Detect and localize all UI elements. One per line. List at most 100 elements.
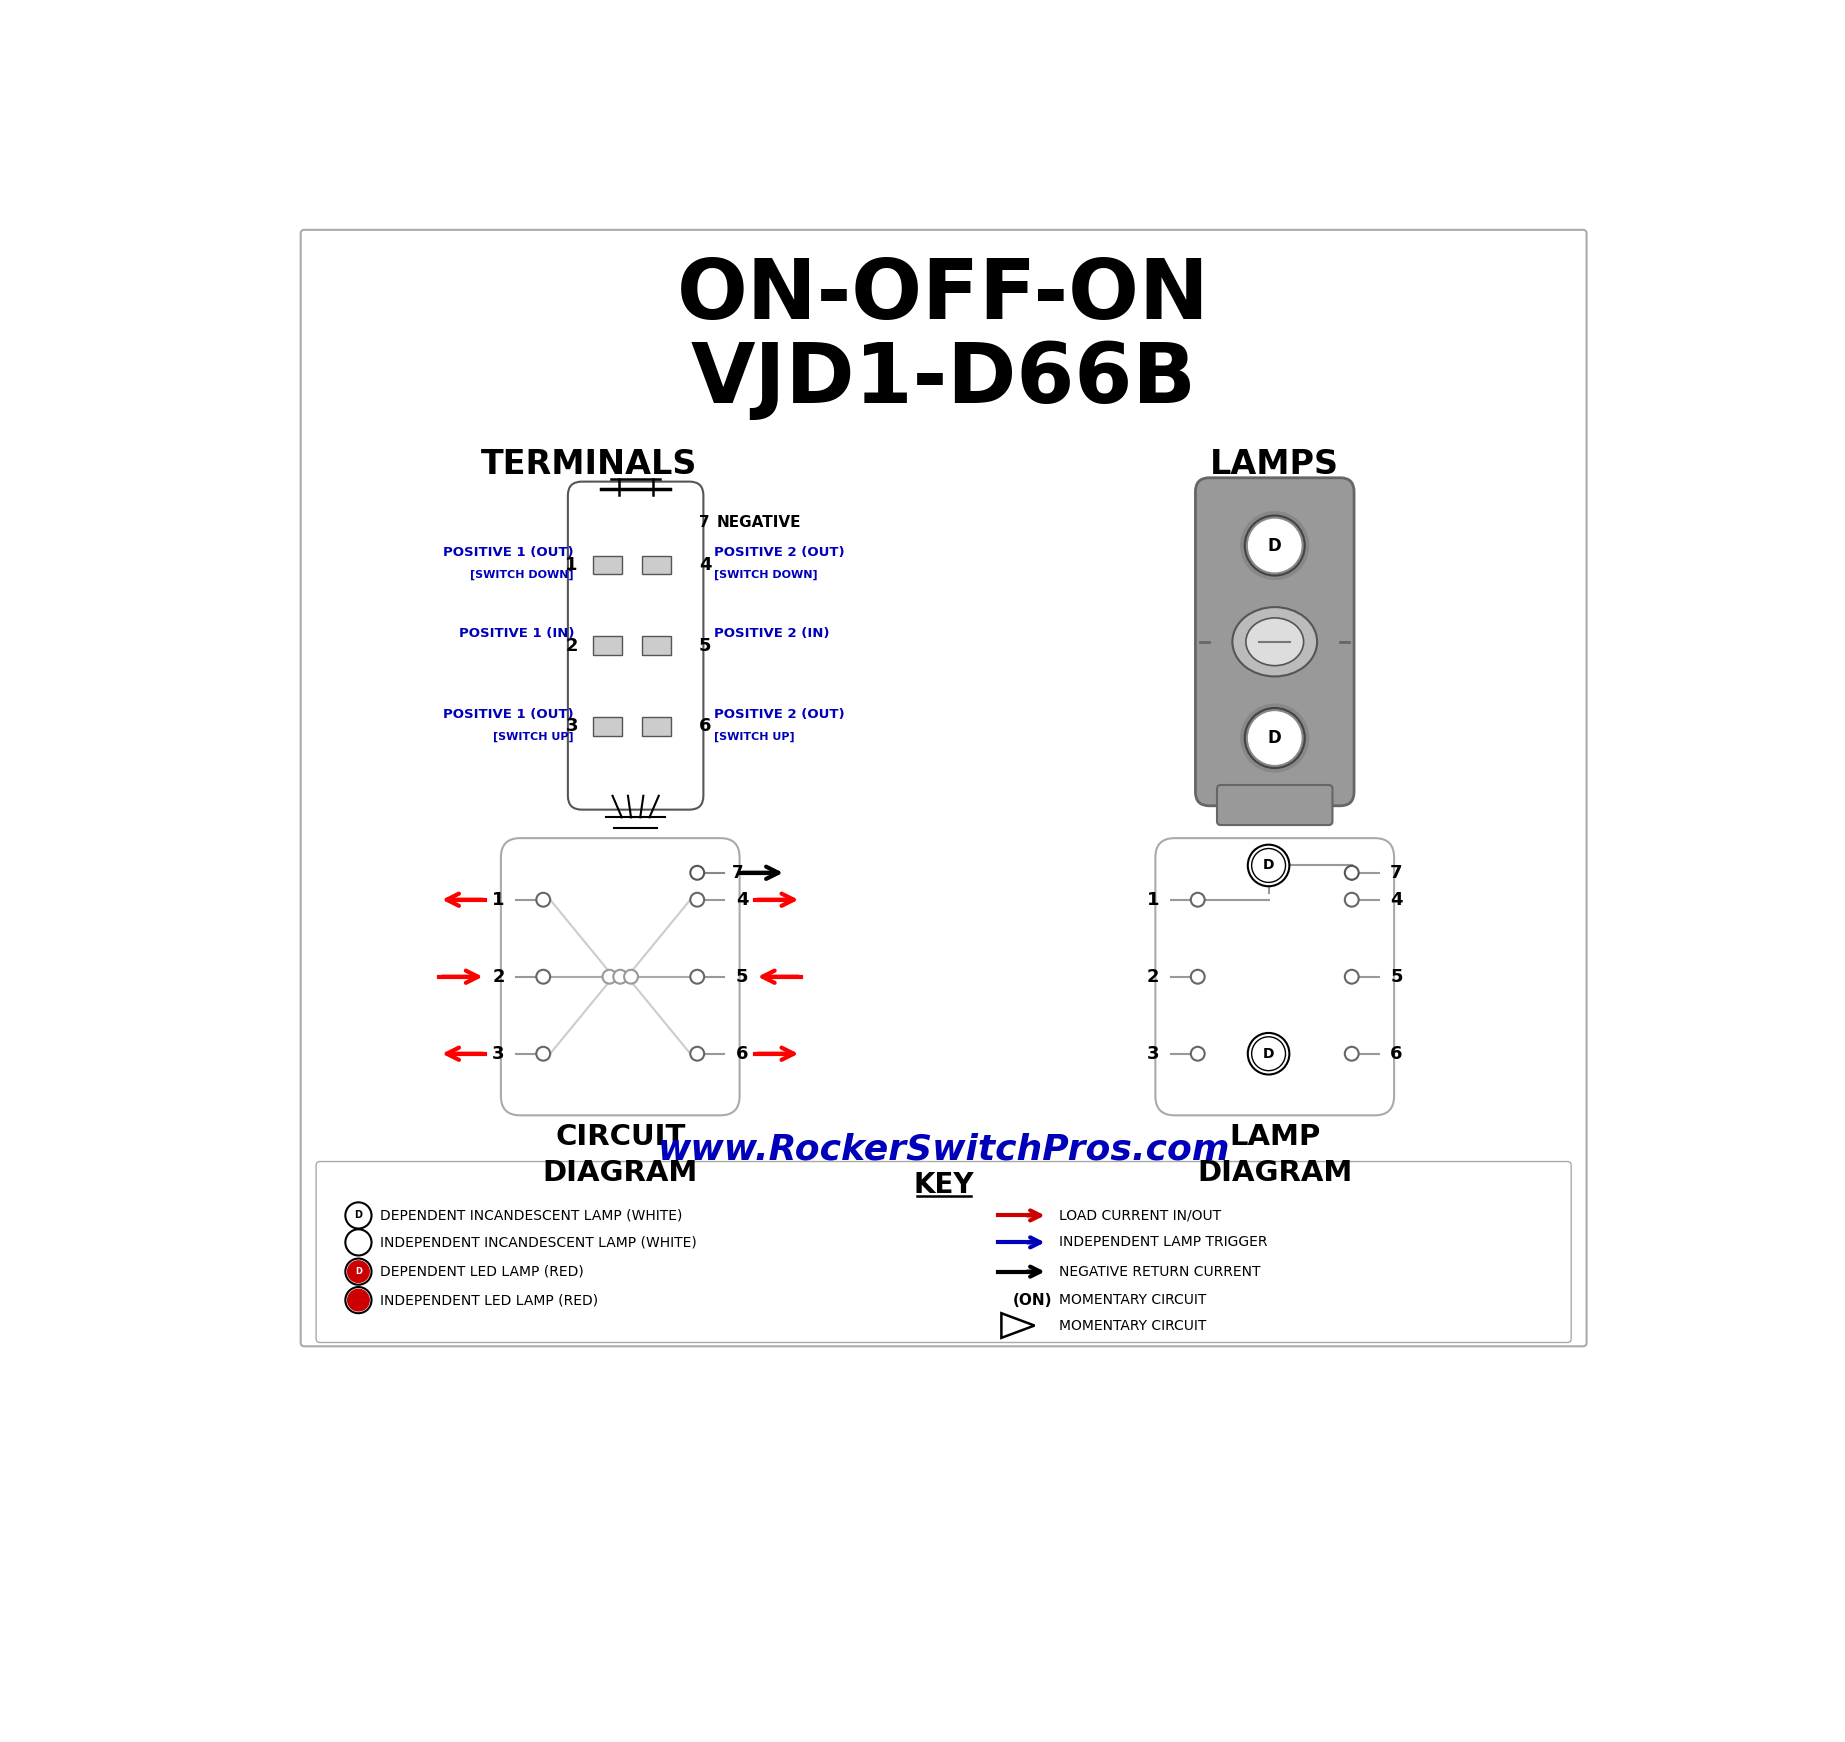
Text: DEPENDENT INCANDESCENT LAMP (WHITE): DEPENDENT INCANDESCENT LAMP (WHITE) (380, 1209, 683, 1223)
Text: D: D (1268, 730, 1282, 747)
Text: LAMP: LAMP (1229, 1124, 1321, 1151)
Circle shape (345, 1230, 371, 1256)
Text: TERMINALS: TERMINALS (482, 448, 697, 481)
Circle shape (345, 1287, 371, 1313)
Circle shape (537, 970, 550, 984)
Circle shape (345, 1202, 371, 1228)
Text: DEPENDENT LED LAMP (RED): DEPENDENT LED LAMP (RED) (380, 1265, 583, 1279)
Text: D: D (354, 1266, 362, 1277)
Text: 1: 1 (1148, 890, 1159, 909)
Text: 5: 5 (699, 636, 712, 655)
Text: [SWITCH UP]: [SWITCH UP] (714, 732, 795, 742)
Text: POSITIVE 2 (OUT): POSITIVE 2 (OUT) (714, 707, 845, 721)
Text: 2: 2 (565, 636, 577, 655)
Circle shape (1190, 970, 1205, 984)
Text: D: D (354, 1211, 362, 1221)
Text: 5: 5 (1391, 969, 1402, 986)
Text: [SWITCH UP]: [SWITCH UP] (493, 732, 574, 742)
FancyBboxPatch shape (500, 838, 740, 1115)
Text: MOMENTARY CIRCUIT: MOMENTARY CIRCUIT (1059, 1319, 1207, 1333)
Circle shape (603, 970, 616, 984)
Bar (642, 556, 672, 575)
Text: 1: 1 (493, 890, 506, 909)
Circle shape (690, 866, 705, 880)
Text: 6: 6 (699, 718, 712, 735)
Text: 4: 4 (699, 556, 712, 573)
Text: POSITIVE 1 (IN): POSITIVE 1 (IN) (459, 627, 574, 641)
Bar (642, 718, 672, 735)
Text: 5: 5 (736, 969, 749, 986)
Text: 1: 1 (565, 556, 577, 573)
Bar (592, 718, 622, 735)
Text: VJD1-D66B: VJD1-D66B (690, 340, 1197, 420)
Text: DIAGRAM: DIAGRAM (1197, 1158, 1352, 1188)
Circle shape (624, 970, 638, 984)
Text: LAMPS: LAMPS (1210, 448, 1339, 481)
Text: 3: 3 (1148, 1045, 1159, 1063)
Ellipse shape (1232, 608, 1317, 676)
Text: D: D (1262, 859, 1275, 873)
Text: NEGATIVE RETURN CURRENT: NEGATIVE RETURN CURRENT (1059, 1265, 1260, 1279)
Text: 2: 2 (1148, 969, 1159, 986)
Circle shape (1242, 512, 1308, 580)
Text: INDEPENDENT INCANDESCENT LAMP (WHITE): INDEPENDENT INCANDESCENT LAMP (WHITE) (380, 1235, 697, 1249)
Circle shape (1247, 1033, 1290, 1075)
Text: D: D (1268, 537, 1282, 554)
Text: MOMENTARY CIRCUIT: MOMENTARY CIRCUIT (1059, 1293, 1207, 1306)
Circle shape (537, 894, 550, 906)
Circle shape (347, 1261, 369, 1282)
Circle shape (1247, 845, 1290, 887)
Circle shape (537, 1047, 550, 1061)
Text: (ON): (ON) (1013, 1293, 1052, 1308)
Text: POSITIVE 1 (OUT): POSITIVE 1 (OUT) (443, 707, 574, 721)
FancyBboxPatch shape (568, 481, 703, 810)
Text: LOAD CURRENT IN/OUT: LOAD CURRENT IN/OUT (1059, 1209, 1221, 1223)
Text: CIRCUIT: CIRCUIT (555, 1124, 686, 1151)
Circle shape (690, 970, 705, 984)
Bar (592, 556, 622, 575)
Text: DIAGRAM: DIAGRAM (542, 1158, 697, 1188)
Text: www.RockerSwitchPros.com: www.RockerSwitchPros.com (657, 1132, 1231, 1167)
Circle shape (613, 970, 627, 984)
Text: POSITIVE 2 (IN): POSITIVE 2 (IN) (714, 627, 830, 641)
Text: 7: 7 (1391, 864, 1402, 881)
Circle shape (1249, 712, 1301, 765)
Text: NEGATIVE: NEGATIVE (716, 516, 801, 530)
Circle shape (1345, 970, 1358, 984)
Text: 6: 6 (1391, 1045, 1402, 1063)
Bar (592, 636, 622, 655)
Text: POSITIVE 1 (OUT): POSITIVE 1 (OUT) (443, 547, 574, 559)
Circle shape (690, 1047, 705, 1061)
Text: 4: 4 (1391, 890, 1402, 909)
FancyBboxPatch shape (301, 230, 1587, 1347)
Text: 4: 4 (736, 890, 749, 909)
Text: 7: 7 (732, 864, 744, 881)
Text: 6: 6 (736, 1045, 749, 1063)
FancyBboxPatch shape (315, 1162, 1572, 1343)
Circle shape (345, 1258, 371, 1286)
Circle shape (1249, 519, 1301, 571)
Text: D: D (1262, 1047, 1275, 1061)
FancyBboxPatch shape (1196, 477, 1354, 807)
Text: [SWITCH DOWN]: [SWITCH DOWN] (714, 570, 817, 580)
Circle shape (690, 894, 705, 906)
Circle shape (1190, 1047, 1205, 1061)
Circle shape (1345, 1047, 1358, 1061)
Text: ON-OFF-ON: ON-OFF-ON (677, 254, 1210, 336)
Text: INDEPENDENT LED LAMP (RED): INDEPENDENT LED LAMP (RED) (380, 1293, 598, 1306)
Ellipse shape (1245, 618, 1304, 665)
Text: [SWITCH DOWN]: [SWITCH DOWN] (470, 570, 574, 580)
Text: 7: 7 (699, 516, 710, 530)
Bar (642, 636, 672, 655)
Circle shape (1242, 704, 1308, 772)
Text: POSITIVE 2 (OUT): POSITIVE 2 (OUT) (714, 547, 845, 559)
FancyBboxPatch shape (1155, 838, 1395, 1115)
Text: 2: 2 (493, 969, 506, 986)
Circle shape (1345, 894, 1358, 906)
Text: INDEPENDENT LAMP TRIGGER: INDEPENDENT LAMP TRIGGER (1059, 1235, 1268, 1249)
Text: KEY: KEY (913, 1171, 974, 1198)
Circle shape (347, 1289, 369, 1312)
Circle shape (1190, 894, 1205, 906)
Text: 3: 3 (565, 718, 577, 735)
Text: 3: 3 (493, 1045, 506, 1063)
